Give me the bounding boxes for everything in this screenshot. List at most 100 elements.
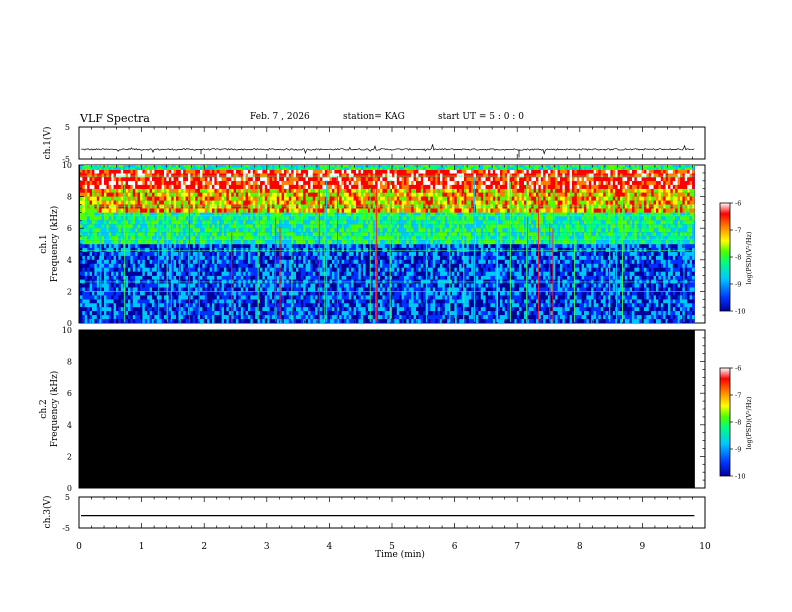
- spectrogram-cell: [228, 267, 232, 272]
- spectrogram-cell: [221, 263, 225, 268]
- spectrogram-cell: [144, 315, 148, 320]
- spectrogram-cell: [303, 228, 306, 233]
- spectrogram-cell: [214, 315, 217, 320]
- spectrogram-cell: [80, 167, 83, 170]
- spectrogram-cell: [166, 307, 169, 312]
- spectrogram-cell: [332, 167, 335, 170]
- spectrogram-cell: [336, 275, 340, 280]
- spectrogram-cell: [255, 247, 258, 253]
- spectrogram-cell: [356, 283, 359, 288]
- spectrogram-cell: [346, 196, 349, 201]
- spectrogram-cell: [298, 299, 301, 304]
- spectrogram-cell: [260, 188, 263, 193]
- spectrogram-cell: [344, 315, 347, 320]
- spectrogram-cell: [84, 291, 88, 296]
- spectrogram-cell: [164, 311, 167, 316]
- spectrogram-cell: [320, 240, 323, 245]
- spectrogram-cell: [336, 299, 340, 304]
- spectrogram-cell: [113, 251, 117, 257]
- spectrogram-cell: [329, 287, 333, 292]
- spectrogram-cell: [288, 291, 292, 296]
- spectrogram-cell: [293, 283, 297, 288]
- spectrogram-cell: [178, 184, 181, 189]
- spectrogram-cell: [156, 204, 160, 209]
- spectrogram-cell: [245, 196, 249, 201]
- spectrogram-cell: [288, 196, 292, 201]
- spectrogram-cell: [197, 167, 201, 170]
- spectrogram-cell: [149, 216, 153, 221]
- spectrogram-cell: [353, 315, 357, 320]
- spectrogram-cell: [341, 200, 345, 205]
- spectrogram-cell: [173, 315, 177, 320]
- spectrogram-cell: [130, 224, 133, 229]
- spectrogram-cell: [128, 295, 131, 300]
- spectrogram-cell: [339, 247, 342, 253]
- spectrogram-cell: [209, 177, 213, 182]
- spectrogram-cell: [156, 165, 160, 168]
- spectrogram-cell: [281, 263, 285, 268]
- spectrogram-cell: [344, 311, 347, 316]
- spectrogram-cell: [236, 169, 239, 174]
- spectrogram-cell: [84, 283, 88, 288]
- spectrogram-cell: [99, 165, 102, 168]
- spectrogram-cell: [87, 208, 90, 213]
- spectrogram-cell: [365, 251, 369, 257]
- spectrogram-cell: [291, 200, 294, 205]
- spectrogram-cell: [286, 259, 289, 264]
- spectrogram-cell: [142, 177, 145, 182]
- spectrogram-cell: [286, 287, 289, 292]
- spectrogram-cell: [276, 208, 280, 213]
- spectrogram-cell: [92, 275, 95, 280]
- spectrogram-cell: [101, 271, 105, 276]
- spectrogram-cell: [173, 303, 177, 308]
- spectrogram-cell: [334, 255, 337, 261]
- spectrogram-cell: [147, 315, 150, 320]
- spectrogram-cell: [320, 192, 323, 197]
- spectrogram-cell: [207, 319, 210, 324]
- spectrogram-cell: [118, 244, 121, 249]
- spectrogram-cell: [130, 283, 133, 288]
- spectrogram-cell: [190, 236, 193, 241]
- spectrogram-cell: [101, 295, 105, 300]
- spectrogram-cell: [101, 240, 105, 245]
- spectrogram-cell: [296, 236, 299, 241]
- spectrogram-cell: [161, 169, 165, 174]
- spectrogram-cell: [281, 177, 285, 182]
- spectrogram-cell: [200, 232, 203, 237]
- spectrogram-cell: [356, 259, 359, 264]
- spectrogram-cell: [262, 263, 265, 268]
- spectrogram-cell: [231, 224, 234, 229]
- spectrogram-cell: [89, 299, 93, 304]
- spectrogram-cell: [106, 196, 109, 201]
- spectrogram-cell: [286, 228, 289, 233]
- spectrogram-cell: [214, 303, 217, 308]
- spectrogram-cell: [104, 177, 107, 182]
- spectrogram-cell: [84, 307, 88, 312]
- spectrogram-cell: [89, 267, 93, 272]
- spectrogram-cell: [293, 259, 297, 264]
- spectrogram-cell: [300, 224, 304, 229]
- spectrogram-cell: [116, 299, 119, 304]
- spectrogram-cell: [161, 208, 165, 213]
- spectrogram-cell: [303, 267, 306, 272]
- spectrogram-cell: [190, 228, 193, 233]
- spectrogram-cell: [130, 299, 133, 304]
- spectrogram-cell: [185, 224, 189, 229]
- spectrogram-cell: [250, 299, 253, 304]
- spectrogram-cell: [348, 232, 352, 237]
- spectrogram-cell: [113, 247, 117, 253]
- spectrogram-cell: [149, 251, 153, 257]
- spectrogram-cell: [236, 311, 239, 316]
- spectrogram-cell: [272, 204, 275, 209]
- spectrogram-cell: [108, 216, 112, 221]
- spectrogram-cell: [305, 224, 309, 229]
- spectrogram-cell: [281, 232, 285, 237]
- spectrogram-cell: [202, 319, 205, 324]
- spectrogram-cell: [216, 181, 220, 186]
- spectrogram-cell: [209, 236, 213, 241]
- spectrogram-cell: [257, 283, 261, 288]
- spectrogram-cell: [351, 184, 354, 189]
- spectrogram-cell: [159, 192, 162, 197]
- spectrogram-cell: [152, 181, 155, 186]
- spectrogram-cell: [202, 224, 205, 229]
